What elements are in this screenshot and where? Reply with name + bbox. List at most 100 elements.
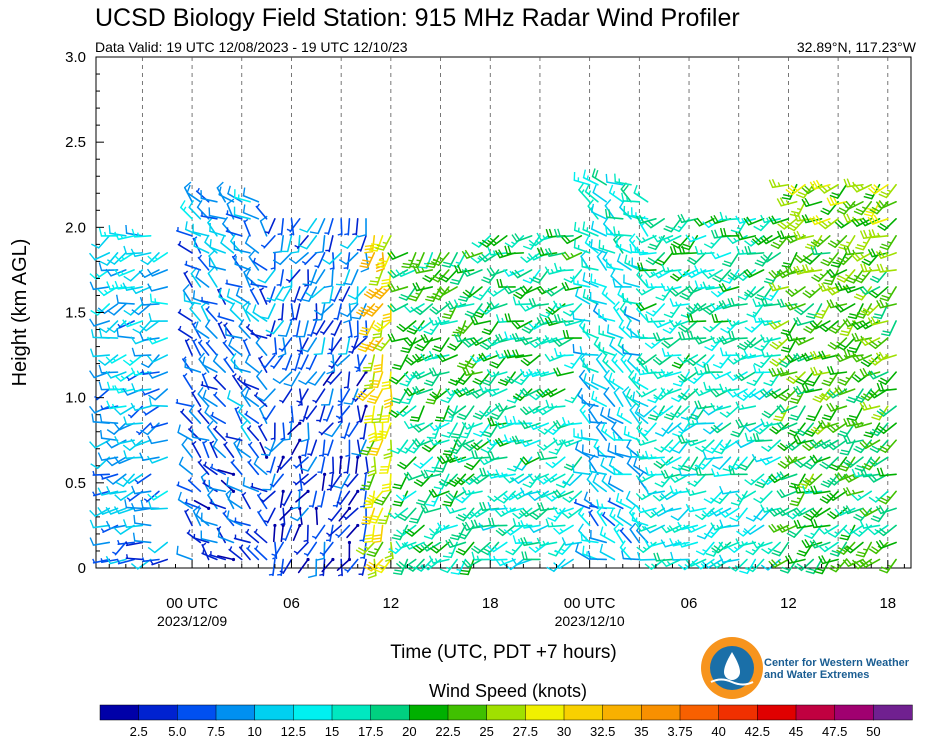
barb-half-flag: [327, 352, 332, 355]
barb-staff: [267, 218, 276, 235]
wind-barb: [441, 252, 458, 268]
barb-staff: [343, 422, 351, 440]
barb-staff: [702, 541, 715, 556]
wind-barb: [191, 440, 202, 459]
barb-flag: [644, 221, 652, 229]
barb-staff: [366, 252, 376, 269]
barb-staff: [661, 422, 674, 437]
barb-staff: [212, 445, 227, 459]
barb-half-flag: [344, 483, 349, 487]
wind-barb: [181, 356, 193, 373]
wind-barb: [307, 269, 326, 285]
wind-barb: [201, 542, 210, 561]
barb-flag: [385, 557, 394, 562]
barb-half-flag: [710, 242, 715, 246]
barb-flag: [283, 285, 292, 289]
barb-flag: [565, 329, 570, 339]
wind-barb: [637, 330, 657, 340]
barb-flag: [178, 456, 184, 465]
barb-flag: [355, 395, 364, 401]
wind-barb: [693, 335, 715, 345]
barb-staff: [223, 358, 235, 373]
barb-half-flag: [254, 528, 258, 533]
barb-half-flag: [586, 294, 589, 300]
barb-staff: [658, 490, 674, 502]
wind-barb: [339, 235, 359, 249]
barb-flag: [458, 435, 468, 439]
barb-flag: [461, 250, 468, 259]
barb-flag: [108, 225, 111, 234]
barb-staff: [663, 354, 682, 357]
barb-flag: [645, 467, 649, 476]
barb-staff: [128, 473, 144, 485]
barb-staff: [592, 191, 608, 203]
barb-flag: [487, 551, 492, 561]
wind-barb: [425, 490, 442, 507]
barb-half-flag: [153, 494, 158, 499]
barb-half-flag: [177, 481, 180, 486]
barb-half-flag: [296, 349, 302, 353]
barb-half-flag: [286, 228, 292, 232]
barb-flag: [255, 335, 262, 344]
barb-half-flag: [351, 345, 356, 349]
barb-staff: [289, 218, 301, 233]
wind-barb: [544, 388, 566, 398]
wind-barb: [360, 252, 370, 273]
barb-staff: [742, 388, 757, 401]
wind-barb: [233, 517, 251, 527]
barb-half-flag: [184, 270, 189, 275]
barb-flag: [412, 265, 418, 274]
barb-half-flag: [710, 531, 715, 535]
barb-flag: [670, 515, 679, 521]
wind-barb: [598, 325, 616, 339]
wind-barb: [437, 316, 458, 326]
barb-staff: [405, 286, 417, 301]
barb-flag: [611, 421, 617, 429]
barb-flag: [384, 554, 393, 559]
wind-barbs: [89, 168, 897, 579]
wind-barb: [711, 456, 732, 470]
barb-flag: [481, 352, 488, 361]
barb-flag: [671, 287, 679, 295]
barb-staff: [228, 344, 243, 356]
wind-barb: [712, 354, 732, 369]
barb-staff: [338, 405, 351, 420]
wind-barb: [462, 486, 483, 496]
barb-flag: [561, 252, 568, 261]
barb-flag: [227, 491, 232, 500]
barb-flag: [489, 300, 496, 309]
barb-staff: [619, 546, 632, 561]
barb-flag: [563, 278, 572, 283]
wind-barb: [314, 235, 326, 254]
barb-staff: [235, 294, 251, 305]
wind-barb: [563, 269, 583, 284]
barb-half-flag: [374, 548, 379, 551]
barb-staff: [581, 451, 599, 459]
barb-staff: [234, 263, 251, 271]
barb-flag: [686, 416, 691, 425]
barb-flag: [462, 367, 467, 376]
barb-flag: [343, 402, 352, 405]
barb-staff: [329, 371, 342, 385]
barb-half-flag: [272, 556, 277, 560]
barb-staff: [730, 320, 748, 327]
barb-flag: [489, 415, 498, 420]
wind-barb: [395, 558, 417, 570]
barb-flag: [360, 268, 369, 273]
wind-barb: [654, 252, 674, 267]
barb-flag: [89, 405, 96, 414]
barb-calm: [231, 557, 236, 562]
barb-flag: [561, 537, 567, 546]
barb-staff: [117, 302, 135, 305]
barb-flag: [665, 413, 674, 418]
barb-half-flag: [641, 507, 646, 512]
barb-flag: [193, 237, 197, 247]
wind-barb: [258, 423, 268, 442]
barb-staff: [654, 388, 665, 404]
wind-barb: [125, 554, 144, 561]
barb-staff: [679, 422, 690, 438]
wind-barb: [206, 420, 218, 442]
barb-staff: [631, 264, 649, 271]
wind-barb: [286, 218, 301, 233]
barb-flag: [355, 549, 364, 555]
